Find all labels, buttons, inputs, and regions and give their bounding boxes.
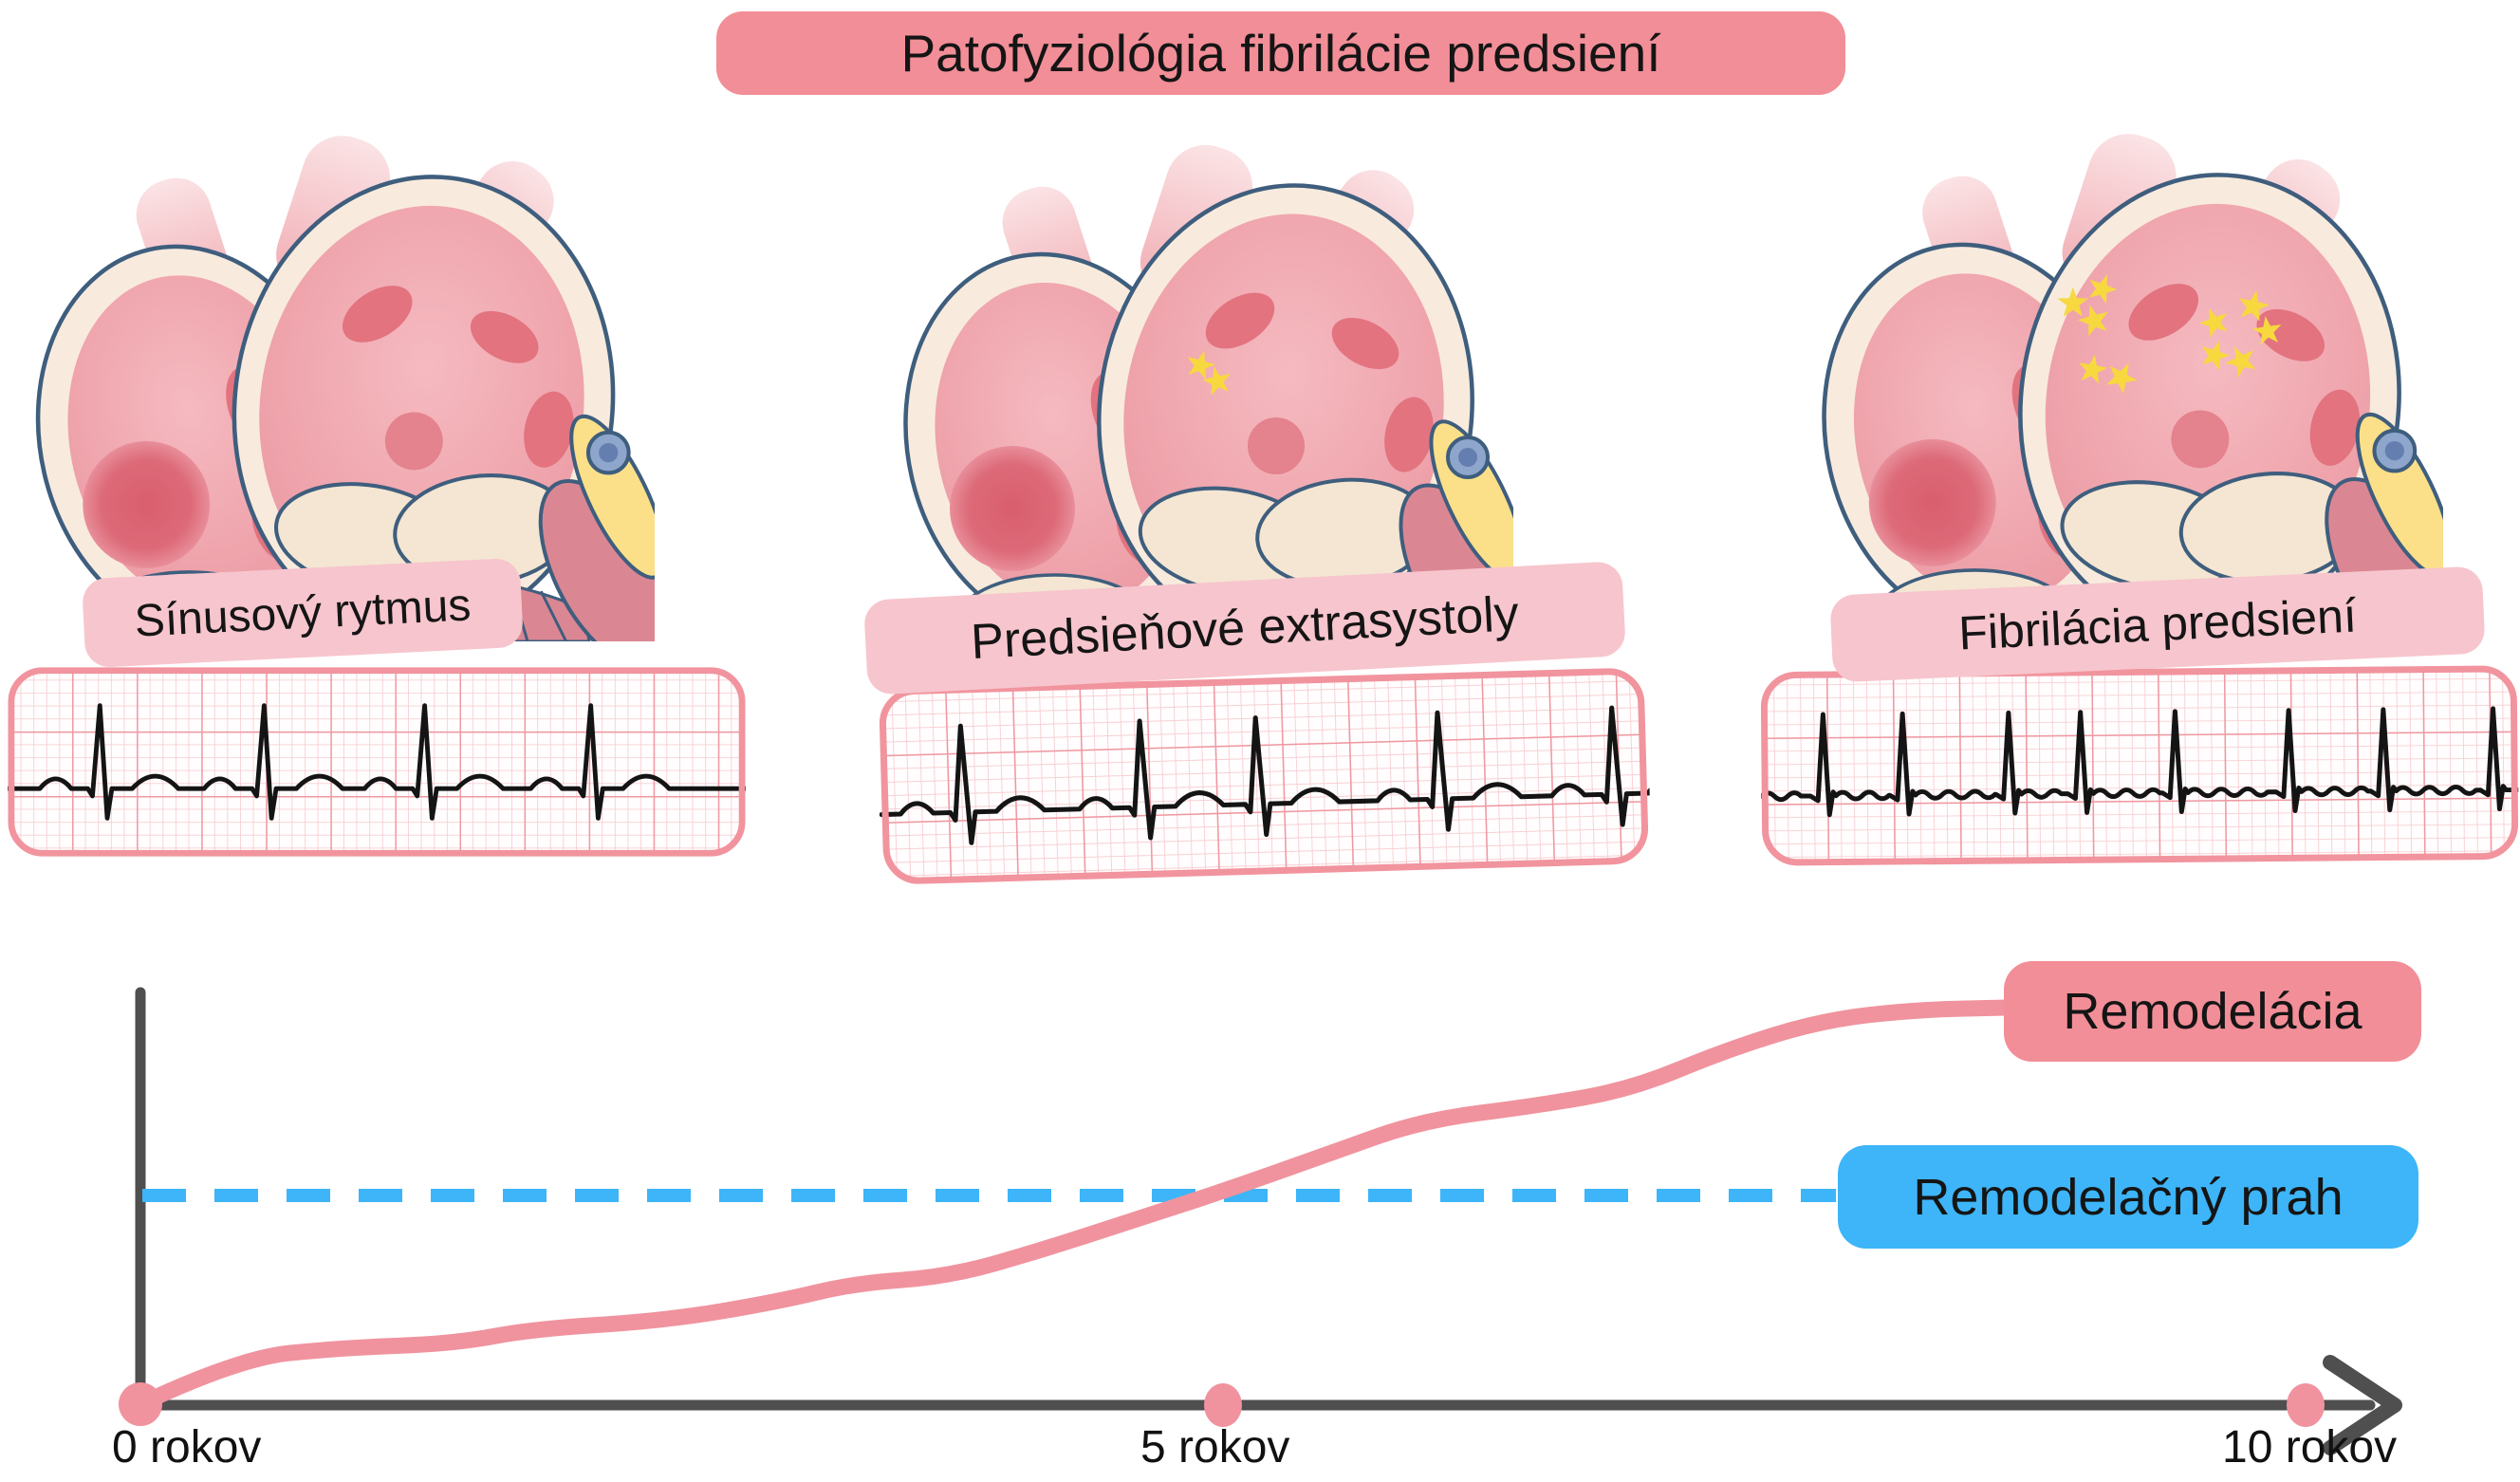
legend-remodelacia: Remodelácia (2004, 961, 2421, 1062)
heart-illustration-sinus (0, 121, 655, 641)
legend-remodelacny-prah: Remodelačný prah (1838, 1145, 2418, 1249)
timeline-dot (2287, 1383, 2325, 1427)
heart-illustration-fibrillation (1784, 120, 2443, 639)
ecg-trace (1760, 706, 2519, 818)
axis-arrow-icon (2323, 1355, 2402, 1455)
ecg-strip-sinus (8, 667, 746, 857)
heart-illustration-extrasystoles (868, 131, 1513, 643)
remodeling-curve (132, 999, 2015, 1413)
x-tick-10-rokov: 10 rokov (2222, 1422, 2398, 1473)
page-title: Patofyziológia fibrilácie predsiení (716, 11, 1845, 95)
x-tick-0-rokov: 0 rokov (112, 1422, 262, 1473)
timeline-dots (119, 1382, 2325, 1427)
ecg-trace (8, 703, 746, 821)
ecg-strip-fibrillation (1760, 665, 2519, 866)
x-tick-5-rokov: 5 rokov (1140, 1422, 1290, 1473)
timeline-dot (1204, 1383, 1242, 1427)
ecg-trace (879, 705, 1652, 845)
timeline-dot (119, 1382, 162, 1426)
ecg-strip-extrasystoles (879, 668, 1652, 884)
